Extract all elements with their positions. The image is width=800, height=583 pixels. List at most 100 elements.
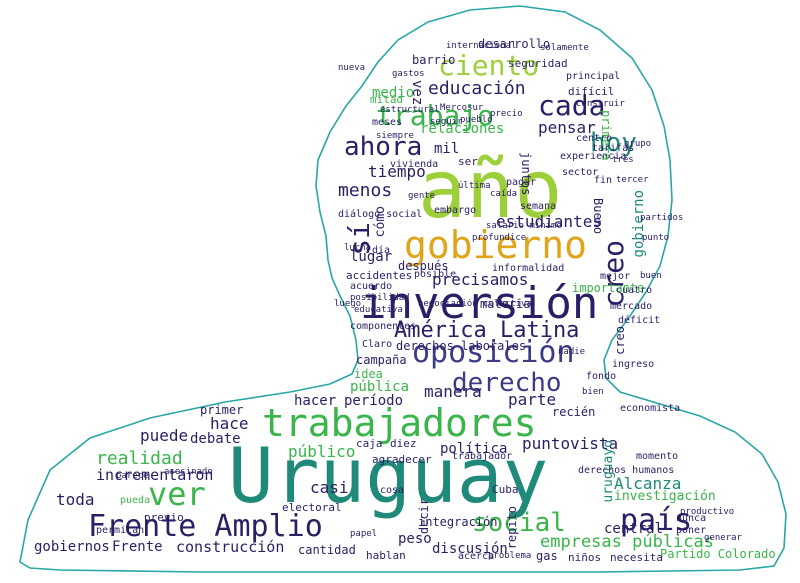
silhouette-outline	[19, 5, 787, 573]
word-mercado: mercado	[610, 301, 653, 312]
word-bueno: Bueno	[591, 198, 605, 235]
word-fin: fin	[594, 175, 613, 186]
word-negociacion: negociación colectiva	[418, 299, 532, 309]
word-experiencia: experiencia	[560, 151, 627, 162]
word-menos: menos	[338, 180, 393, 201]
word-centro: centro	[576, 133, 613, 144]
word-gobiernos: gobiernos	[34, 539, 110, 555]
word-central: central	[604, 521, 664, 537]
word-bien: bien	[582, 387, 604, 397]
word-caja: caja	[356, 437, 383, 450]
word-precio: precio	[490, 109, 523, 119]
word-economista: economista	[620, 403, 681, 414]
word-despues: después	[398, 259, 449, 273]
word-ultima: última	[458, 181, 491, 191]
word-acerca: acerca	[458, 551, 495, 562]
word-semana: semana	[520, 201, 557, 212]
word-hacer: hacer	[294, 393, 337, 409]
word-importante: importante	[572, 281, 645, 295]
word-decir: decir	[417, 498, 431, 535]
word-sector: sector	[562, 167, 599, 178]
word-pueblo: pueblo	[460, 115, 493, 125]
word-parte: parte	[508, 390, 557, 409]
word-frente-amplio: Frente Amplio	[88, 509, 323, 544]
word-vivienda: vivienda	[390, 159, 439, 170]
word-luego: luego	[334, 299, 362, 309]
word-nueva: nueva	[338, 63, 366, 73]
word-tarifas: tarifas	[592, 143, 635, 154]
word-empresas-publicas: empresas públicas	[540, 532, 714, 552]
word-social: social	[472, 508, 566, 538]
word-hablan: hablan	[366, 549, 406, 562]
word-papel: papel	[350, 529, 378, 539]
word-lucha: lucha	[344, 243, 372, 253]
word-buen: buen	[640, 271, 662, 281]
word-primera: primera	[599, 110, 613, 161]
word-tres: tres	[612, 155, 634, 165]
word-creo-v: creo	[613, 326, 627, 355]
word-ninos: niños	[568, 551, 602, 564]
word-diez: diez	[390, 437, 417, 450]
word-hoy: hoy	[590, 128, 637, 158]
word-parece: parece	[116, 471, 149, 481]
word-ser: ser	[458, 155, 478, 168]
word-cantidad: cantidad	[298, 543, 356, 557]
word-desarrollo: desarrollo	[478, 37, 551, 51]
word-cuatro: cuatro	[616, 285, 653, 296]
word-oposicion: oposición	[412, 335, 575, 370]
word-partidos: partidos	[640, 213, 684, 223]
word-uruguayo: uruguayo	[601, 440, 616, 503]
word-derechos-humanos: derechos humanos	[578, 465, 675, 476]
word-investigacion: investigación	[614, 489, 716, 504]
word-recien: recién	[552, 405, 596, 419]
word-precisamos: precisamos	[432, 270, 529, 289]
word-materia: materia	[480, 297, 531, 311]
word-vista: vista	[570, 434, 619, 453]
word-informalidad: informalidad	[492, 263, 565, 274]
word-cosa: cosa	[380, 485, 405, 496]
word-seguir: seguir	[430, 117, 463, 127]
word-puede: puede	[140, 426, 189, 445]
word-deficit: déficit	[618, 315, 661, 326]
word-medio: medio	[372, 85, 415, 101]
word-trabajador: trabajador	[452, 451, 513, 462]
word-partido-colorado: Partido Colorado	[660, 547, 776, 561]
word-pueda: pueda	[120, 495, 151, 506]
word-asesinado: asesinado	[164, 467, 213, 477]
word-gastos: gastos	[392, 69, 425, 79]
word-profundice: profundice	[472, 233, 527, 243]
word-ingreso: ingreso	[612, 359, 655, 370]
word-componentes: componentes	[350, 321, 417, 332]
word-dia: día	[372, 245, 391, 256]
word-pais: país	[620, 503, 693, 538]
word-grupo: grupo	[624, 139, 652, 149]
word-primer: primer	[200, 403, 244, 417]
word-periodo: período	[344, 393, 404, 409]
word-meses: meses	[372, 117, 403, 128]
word-mejor: mejor	[600, 271, 631, 282]
word-incrementaron: incrementaron	[96, 466, 214, 484]
word-generar: generar	[704, 533, 742, 543]
word-politica: política	[440, 441, 508, 457]
word-internacional: internacional	[446, 41, 517, 51]
word-ciento: ciento	[438, 49, 540, 82]
word-caida: caída	[490, 189, 518, 199]
word-realidad: realidad	[96, 448, 183, 469]
word-uruguay: Uruguay	[228, 431, 549, 520]
word-manera: manera	[424, 382, 482, 401]
word-dificil: difícil	[568, 85, 615, 98]
word-tercer: tercer	[616, 175, 649, 185]
word-dialogo-social: diálogo social	[338, 209, 423, 220]
word-principal: principal	[566, 71, 621, 82]
word-relaciones: relaciones	[420, 121, 505, 137]
word-ano: año	[418, 143, 563, 236]
word-seguridad: seguridad	[508, 57, 568, 70]
word-derecho: derecho	[452, 368, 562, 398]
word-pagar: pagar	[506, 177, 537, 188]
word-repito: repito	[505, 506, 519, 550]
word-siempre: siempre	[376, 131, 414, 141]
word-ver: ver	[148, 475, 206, 513]
word-mercosur: Mercosur	[440, 103, 484, 113]
word-punto: punto	[522, 434, 571, 453]
word-mitad: mitad	[370, 93, 404, 106]
